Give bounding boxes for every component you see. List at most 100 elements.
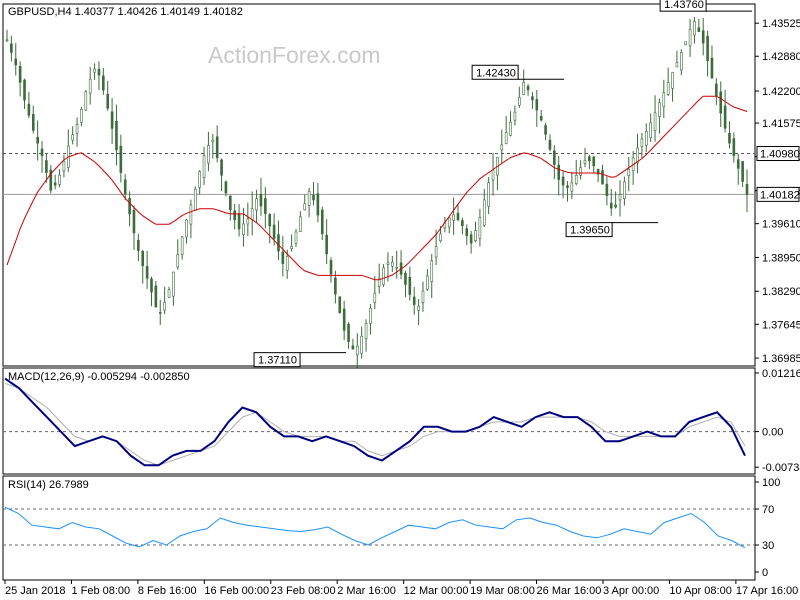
candle-body	[386, 262, 390, 265]
candle-body	[662, 92, 666, 108]
candle-body	[150, 278, 153, 293]
candle-body	[53, 182, 57, 186]
candle-body	[277, 234, 280, 252]
candle-body	[158, 312, 162, 314]
candle-body	[36, 136, 39, 144]
candle-body	[706, 35, 709, 61]
candle-body	[237, 213, 241, 230]
candle-body	[141, 251, 145, 267]
candle-body	[666, 82, 670, 95]
candle-body	[526, 85, 530, 91]
candle-body	[509, 121, 512, 136]
candle-body	[211, 139, 215, 143]
macd-y-axis: 0.012164 0.00 -0.007384	[755, 368, 800, 474]
candle-body	[741, 161, 744, 182]
candle-body	[207, 145, 210, 164]
time-axis: 25 Jan 2018 1 Feb 08:00 8 Feb 16:00 16 Feb …	[4, 580, 798, 597]
candle-body	[329, 260, 333, 275]
candle-body	[307, 190, 311, 206]
candle-body	[434, 246, 438, 258]
candle-body	[281, 251, 285, 264]
annotation-box	[471, 64, 519, 80]
candle-body	[710, 57, 714, 79]
candle-body	[347, 323, 350, 342]
candle-body	[373, 292, 377, 303]
candle-body	[198, 171, 201, 188]
level-label-box	[756, 146, 800, 162]
candle-body	[644, 131, 648, 146]
candle-body	[132, 210, 136, 234]
candle-body	[27, 103, 31, 116]
candle-body	[671, 72, 674, 89]
candle-body	[97, 68, 101, 76]
candle-body	[566, 185, 569, 188]
x-tick-label: 1 Feb 08:00	[71, 585, 130, 597]
candle-body	[202, 155, 206, 178]
candle-body	[268, 214, 272, 227]
rsi-panel: RSI(14) 26.7989 100 70 30 0	[2, 475, 780, 581]
candle-body	[75, 124, 79, 134]
macd-main-line	[4, 377, 746, 467]
candle-body	[465, 228, 469, 237]
candle-body	[189, 204, 193, 225]
candle-body	[605, 183, 609, 196]
rsi-tick-label: 0	[762, 567, 768, 579]
candle-body	[119, 145, 123, 173]
candle-body	[272, 224, 276, 239]
candle-body	[355, 345, 359, 356]
candle-body	[193, 188, 197, 211]
candle-body	[482, 199, 486, 226]
candle-body	[627, 169, 631, 177]
candle-body	[723, 105, 727, 129]
candle-body	[500, 144, 504, 151]
candle-body	[106, 93, 110, 109]
candle-body	[88, 78, 92, 94]
annotation-box	[253, 352, 301, 368]
candle-body	[185, 219, 188, 238]
price-tick-label: 1.36985	[762, 353, 800, 365]
candle-body	[504, 132, 508, 145]
candle-body	[452, 214, 455, 221]
candle-body	[18, 66, 22, 83]
candle-body	[553, 150, 556, 165]
candle-body	[167, 289, 171, 298]
price-tick-label: 1.42880	[762, 51, 800, 63]
macd-tick-label: 0.00	[762, 427, 783, 439]
candles	[5, 16, 749, 371]
candle-body	[5, 39, 9, 42]
candle-body	[522, 81, 525, 95]
annotation-label: 1.43760	[664, 0, 704, 11]
candle-body	[250, 208, 254, 220]
candle-body	[684, 41, 687, 46]
candle-body	[229, 195, 232, 211]
candle-body	[255, 198, 258, 211]
macd-tick-label: 0.012164	[762, 368, 800, 380]
candle-body	[412, 296, 416, 305]
level-label-box	[756, 186, 800, 202]
candle-body	[93, 68, 96, 73]
candle-body	[574, 175, 578, 184]
candle-body	[469, 234, 473, 244]
x-tick-label: 25 Jan 2018	[5, 585, 66, 597]
candle-body	[31, 114, 35, 131]
candle-body	[391, 261, 394, 267]
x-tick-label: 2 Mar 16:00	[337, 585, 396, 597]
x-tick-label: 3 Apr 00:00	[603, 585, 659, 597]
candle-body	[588, 156, 591, 162]
price-tick-label: 1.39610	[762, 219, 800, 231]
candle-body	[128, 197, 131, 215]
level-label: 1.40182	[760, 189, 800, 201]
candle-body	[338, 296, 342, 313]
candle-body	[658, 102, 661, 117]
price-panel: ActionForex.com GBPUSD,H4 1.40377 1.4042…	[2, 0, 800, 371]
candle-body	[10, 43, 13, 53]
candle-body	[618, 194, 622, 201]
candle-body	[377, 277, 381, 287]
rsi-tick-label: 30	[762, 540, 774, 552]
annotation-box	[659, 0, 707, 12]
x-tick-label: 17 Apr 16:00	[736, 585, 798, 597]
candle-body	[137, 240, 140, 251]
candle-body	[640, 138, 644, 147]
candle-body	[369, 307, 372, 324]
candle-body	[649, 122, 652, 139]
